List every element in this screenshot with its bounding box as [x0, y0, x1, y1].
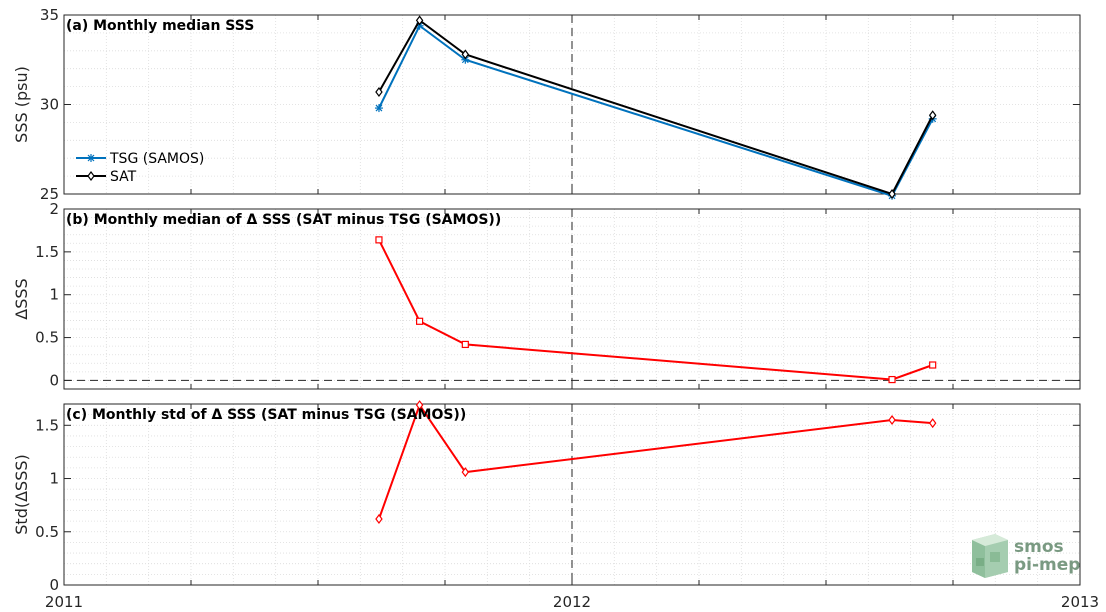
logo-line1: smos [1014, 537, 1064, 557]
data-point-square [375, 236, 383, 244]
logo-line2: pi-mep [1014, 555, 1080, 575]
legend-marker [87, 154, 95, 162]
series-line [378, 18, 934, 196]
data-point-square [888, 375, 896, 384]
legend-label: SAT [110, 169, 137, 185]
data-point-diamond [415, 15, 424, 26]
asterisk-stroke [375, 104, 383, 112]
data-point-square [416, 317, 424, 325]
y-tick-label: 1.5 [35, 243, 59, 261]
y-tick-label: 25 [40, 185, 59, 203]
data-point-square [929, 361, 937, 369]
y-axis-label: Std(ΔSSS) [12, 454, 31, 534]
panel-title: (a) Monthly median SSS [66, 18, 254, 34]
asterisk-stroke [416, 22, 424, 30]
x-tick-label: 2012 [553, 593, 591, 611]
x-tick-label: 2011 [45, 593, 83, 611]
y-tick-label: 0 [49, 371, 59, 389]
panel-title: (b) Monthly median of Δ SSS (SAT minus T… [66, 212, 501, 228]
data-point-diamond [888, 414, 896, 425]
y-tick-label: 0 [49, 576, 59, 594]
y-tick-label: 0.5 [35, 329, 59, 347]
y-tick-label: 35 [40, 6, 59, 24]
data-point-diamond [375, 86, 383, 97]
data-point-diamond [461, 49, 470, 60]
chart-panel-b: 0 0.5 1 1.5 2 ΔSSS (b) Monthly median of Δ SSS… [12, 200, 1081, 390]
y-axis-label: SSS (psu) [12, 66, 31, 143]
data-point-diamond [928, 110, 937, 121]
chart-panel-a: 25 30 35 SSS (psu) (a) Monthly median SSS TSG… [12, 6, 1081, 203]
y-tick-label: 30 [40, 96, 59, 114]
data-point-diamond [888, 189, 896, 199]
smos-pi-mep-logo: smos pi-mep [972, 534, 1080, 578]
y-axis-label: ΔSSS [12, 278, 31, 319]
y-tick-label: 0.5 [35, 523, 59, 541]
y-tick-label: 1.5 [35, 416, 59, 434]
x-tick-label: 2013 [1061, 593, 1099, 611]
data-point-diamond [415, 400, 424, 411]
legend-label: TSG (SAMOS) [109, 151, 204, 167]
data-point-diamond [928, 418, 937, 429]
data-point-diamond [461, 467, 470, 478]
chart-panel-c: 0 0.5 1 1.5 Std(ΔSSS) (c) Monthly std of Δ SS… [12, 400, 1081, 594]
data-point-asterisk [374, 104, 383, 113]
y-tick-label: 2 [49, 200, 59, 218]
y-tick-label: 1 [49, 470, 59, 488]
panel-title: (c) Monthly std of Δ SSS (SAT minus TSG … [66, 407, 466, 423]
asterisk-stroke [461, 56, 469, 64]
y-tick-label: 1 [49, 286, 59, 304]
logo-cube-icon [972, 534, 1008, 578]
legend-marker [87, 171, 95, 181]
legend: TSG (SAMOS) SAT [76, 151, 204, 185]
data-point-diamond [375, 513, 383, 524]
data-point-asterisk [461, 55, 470, 64]
data-point-square [461, 340, 469, 349]
